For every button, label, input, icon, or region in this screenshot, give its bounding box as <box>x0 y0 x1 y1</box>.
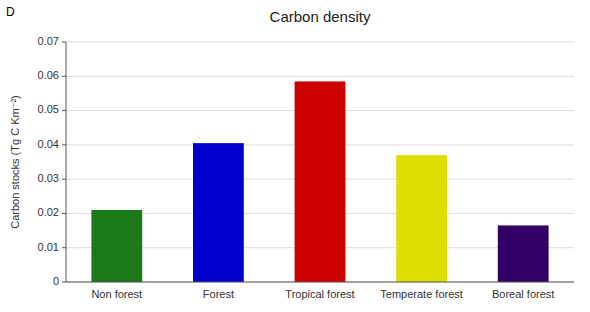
bar <box>91 210 142 282</box>
grid <box>66 42 574 282</box>
y-tick-label: 0.07 <box>38 35 59 47</box>
y-axis: 0 0.01 0.02 0.03 0.04 0.05 0.06 0.07 <box>38 35 66 287</box>
x-tick-label: Non forest <box>91 288 142 300</box>
y-tick <box>62 247 66 248</box>
bars <box>91 81 548 282</box>
y-tick-label: 0.03 <box>38 172 59 184</box>
y-tick-label: 0.04 <box>38 138 59 150</box>
y-tick <box>62 76 66 77</box>
chart: 0 0.01 0.02 0.03 0.04 0.05 0.06 0.07 Non forest F… <box>0 0 590 312</box>
grid-line <box>66 76 574 77</box>
bar <box>295 81 346 282</box>
y-tick-label: 0 <box>53 275 59 287</box>
y-tick <box>62 282 66 283</box>
y-tick <box>62 179 66 180</box>
y-tick-label: 0.06 <box>38 69 59 81</box>
y-tick <box>62 144 66 145</box>
chart-container: 0 0.01 0.02 0.03 0.04 0.05 0.06 0.07 Non forest F… <box>0 0 590 312</box>
x-axis: Non forest Forest Tropical forest Temperate… <box>66 282 574 300</box>
y-axis-label: Carbon stocks (Tg C Km⁻²) <box>9 95 21 229</box>
y-tick <box>62 110 66 111</box>
y-tick <box>62 213 66 214</box>
title: Carbon density <box>270 8 371 25</box>
x-axis-line <box>66 282 574 283</box>
y-tick <box>62 42 66 43</box>
bar <box>396 155 447 282</box>
y-axis-line <box>66 42 67 282</box>
bar <box>498 225 549 282</box>
y-tick-label: 0.02 <box>38 206 59 218</box>
x-tick-label: Boreal forest <box>492 288 554 300</box>
y-tick-label: 0.01 <box>38 241 59 253</box>
panel-label: D <box>6 5 15 19</box>
x-tick-label: Forest <box>203 288 234 300</box>
bar <box>193 143 244 282</box>
grid-line <box>66 42 574 43</box>
x-tick-label: Tropical forest <box>285 288 354 300</box>
grid-line <box>66 282 574 283</box>
y-tick-label: 0.05 <box>38 103 59 115</box>
x-tick-label: Temperate forest <box>380 288 463 300</box>
